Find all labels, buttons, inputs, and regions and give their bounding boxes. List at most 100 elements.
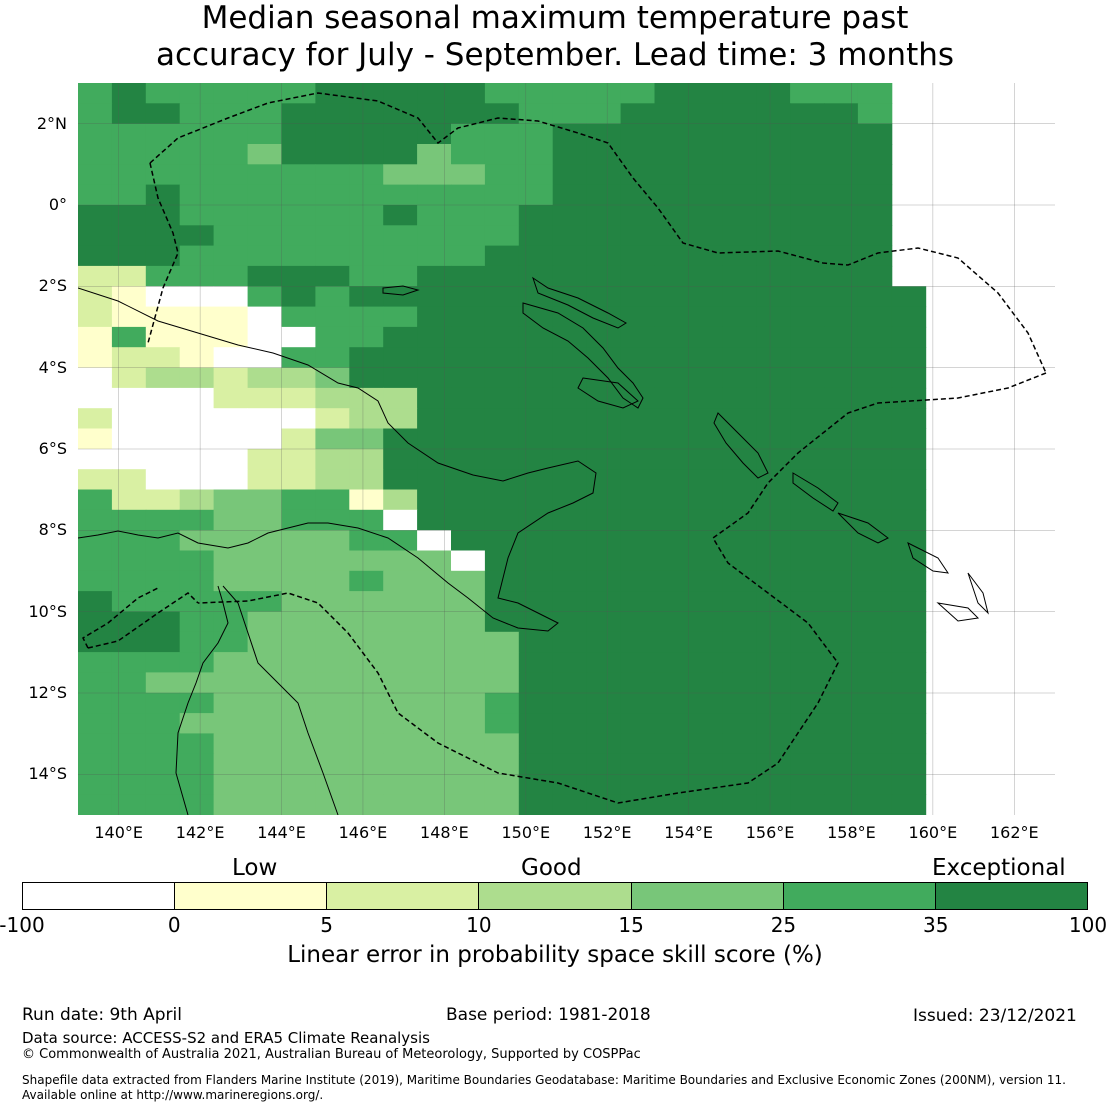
skill-cell (451, 184, 486, 206)
skill-cell (417, 306, 452, 328)
skill-cell (790, 692, 825, 714)
skill-cell (620, 367, 655, 389)
skill-cell (383, 753, 418, 775)
skill-cell (281, 713, 316, 734)
skill-cell (722, 611, 757, 633)
skill-cell (518, 713, 554, 734)
skill-cell (620, 713, 655, 734)
skill-cell (78, 774, 113, 795)
skill-cell (722, 144, 757, 165)
skill-cell (451, 245, 486, 267)
skill-cell (518, 123, 554, 145)
skill-cell (179, 631, 215, 653)
skill-cell (824, 347, 859, 368)
skill-cell (552, 591, 588, 612)
skill-cell (688, 205, 723, 226)
skill-cell (586, 692, 622, 714)
skill-cell (383, 530, 418, 551)
skill-cell (281, 408, 316, 429)
skill-cell (586, 753, 622, 775)
skill-cell (756, 591, 791, 612)
skill-cell (179, 469, 215, 490)
skill-cell (247, 408, 282, 429)
shapefile-credit-1: Shapefile data extracted from Flanders M… (22, 1073, 1066, 1087)
skill-cell (78, 448, 113, 470)
skill-cell (179, 103, 215, 125)
skill-cell (281, 326, 316, 348)
latitude-label: 6°S (38, 439, 67, 458)
skill-cell (620, 550, 655, 572)
skill-cell (281, 672, 316, 694)
skill-cell (451, 265, 486, 287)
skill-cell (417, 265, 452, 287)
skill-cell (756, 387, 791, 409)
skill-cell (722, 205, 757, 226)
skill-cell (688, 286, 723, 308)
skill-cell (722, 408, 757, 429)
skill-cell (790, 611, 825, 633)
skill-cell (78, 245, 113, 267)
skill-cell (213, 205, 248, 226)
skill-cell (111, 245, 147, 267)
skill-cell (722, 83, 757, 104)
colorbar-tick-label: 15 (618, 913, 644, 937)
skill-cell (349, 123, 384, 145)
skill-cell (281, 387, 316, 409)
skill-cell (111, 367, 147, 389)
skill-cell (247, 713, 282, 734)
skill-cell (281, 306, 316, 328)
skill-cell (552, 225, 588, 247)
skill-cell (78, 408, 113, 429)
skill-cell (315, 83, 350, 104)
coastlines (78, 276, 989, 815)
skill-cell (552, 164, 588, 186)
skill-cell (688, 509, 723, 531)
skill-cell (688, 326, 723, 348)
skill-cell (417, 387, 452, 409)
skill-cell (620, 489, 655, 511)
skill-cell (654, 103, 689, 125)
skill-cell (790, 387, 825, 409)
skill-cell (790, 408, 825, 429)
skill-cell (688, 367, 723, 389)
skill-cell (518, 144, 554, 165)
skill-cell (451, 428, 486, 450)
skill-cell (654, 144, 689, 165)
skill-cell (417, 530, 452, 551)
skill-cell (756, 306, 791, 328)
skill-cell (722, 103, 757, 125)
skill-cell (111, 164, 147, 186)
skill-cell (518, 265, 554, 287)
skill-cell (891, 387, 927, 409)
skill-cell (179, 245, 215, 267)
skill-cell (518, 733, 554, 755)
skill-cell (824, 103, 859, 125)
skill-cell (484, 408, 520, 429)
skill-cell (891, 692, 927, 714)
skill-cell (891, 631, 927, 653)
skill-cell (620, 631, 655, 653)
skill-cell (484, 205, 520, 226)
skill-cell (145, 753, 181, 775)
skill-cell (145, 611, 181, 633)
skill-cell (315, 611, 350, 633)
data-source: Data source: ACCESS-S2 and ERA5 Climate … (22, 1029, 430, 1047)
skill-cell (111, 428, 147, 450)
skill-cell (145, 692, 181, 714)
skill-cell (688, 794, 723, 815)
skill-cell (552, 367, 588, 389)
skill-cell (518, 387, 554, 409)
skill-cell (654, 611, 689, 633)
skill-cell (586, 83, 622, 104)
skill-cell (145, 489, 181, 511)
skill-cell (824, 245, 859, 267)
skill-cell (722, 631, 757, 653)
longitude-label: 148°E (420, 823, 469, 842)
skill-cell (417, 611, 452, 633)
skill-cell (654, 570, 689, 592)
skill-cell (145, 509, 181, 531)
skill-cell (281, 83, 316, 104)
skill-cell (451, 753, 486, 775)
skill-cell (790, 225, 825, 247)
skill-cell (417, 347, 452, 368)
